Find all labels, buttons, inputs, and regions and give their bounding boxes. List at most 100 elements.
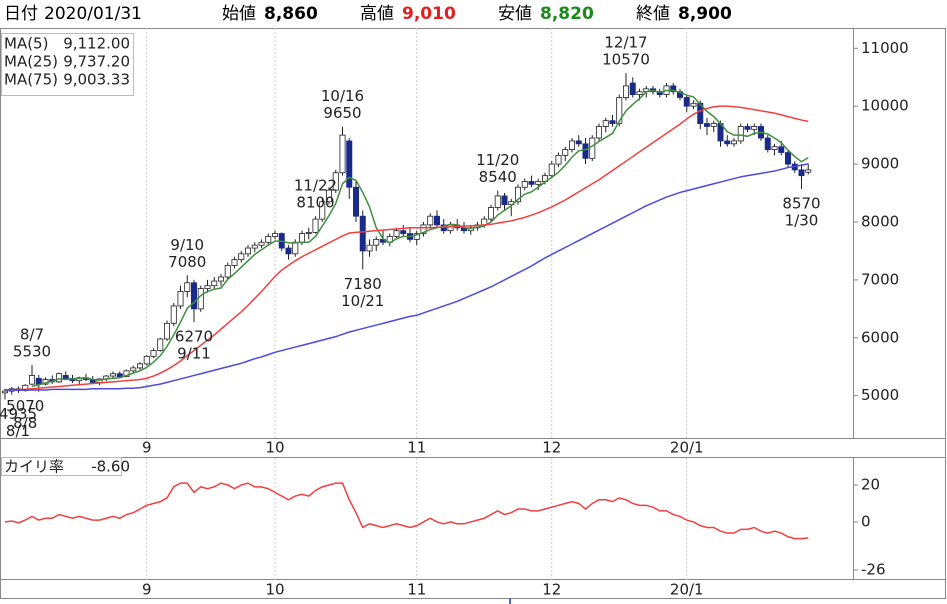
candle-body — [731, 140, 738, 145]
candle-body — [575, 140, 582, 145]
candle-body — [157, 338, 164, 351]
annotation-value: 4935 — [0, 405, 37, 423]
candle-body — [163, 322, 170, 340]
y-tick-label: 8000 — [861, 212, 899, 230]
annotation-value: 7180 — [344, 275, 382, 293]
x-tick-label: 20/1 — [670, 581, 704, 599]
date: 2020/01/31 — [44, 4, 142, 24]
candle-body — [116, 373, 123, 378]
month-row — [0, 579, 946, 599]
candle-body — [332, 172, 339, 191]
plots — [2, 28, 812, 580]
header: 日付 2020/01/31 始値 8,860 高値 9,010 安値 8,820… — [0, 0, 947, 28]
candle-body — [197, 288, 204, 310]
candle-body — [400, 230, 407, 234]
candle-body — [238, 253, 245, 261]
candle-body — [211, 280, 218, 287]
candle-body — [690, 102, 697, 107]
legend-value: -8.60 — [91, 458, 130, 476]
candle-body — [724, 140, 731, 145]
candle-body — [548, 163, 555, 177]
candle-body — [271, 233, 278, 237]
candle-body — [501, 195, 508, 206]
annotation-value: 5530 — [13, 343, 51, 361]
candle-body — [373, 238, 380, 246]
candle-body — [785, 152, 792, 165]
candle-body — [528, 181, 535, 185]
candle-body — [170, 305, 177, 324]
candle-body — [602, 120, 609, 127]
candle-body — [670, 85, 677, 93]
annotation-date: 10/16 — [321, 87, 364, 105]
x-tick-label: 11 — [407, 439, 426, 457]
candle-body — [123, 370, 130, 378]
candle-body — [433, 215, 440, 226]
candle-body — [265, 236, 272, 243]
annotation-date: 11/20 — [476, 151, 519, 169]
x-tick-label: 12 — [542, 581, 561, 599]
candle-body — [251, 244, 258, 249]
candle-body — [487, 207, 494, 220]
candle-body — [312, 218, 319, 233]
candle-body — [555, 155, 562, 165]
candle-body — [359, 215, 366, 252]
candle-body — [697, 102, 704, 124]
y-tick-label: 20 — [861, 475, 880, 493]
annotation-date: 1/30 — [785, 211, 819, 229]
annotation-value: 7080 — [168, 253, 206, 271]
candle-body — [339, 134, 346, 174]
candle-body — [636, 91, 643, 95]
candle-body — [710, 123, 717, 127]
legend-name: MA(75) — [4, 71, 58, 89]
candle-body — [616, 97, 623, 124]
candle-body — [56, 373, 63, 383]
candle-body — [393, 230, 400, 237]
candle-body — [217, 276, 224, 282]
annotation-value: 9650 — [323, 104, 361, 122]
annotation-date: 8/7 — [20, 326, 44, 344]
candle-body — [562, 149, 569, 156]
annotation-date: 10/21 — [341, 292, 384, 310]
candle-body — [751, 126, 758, 130]
candle-body — [35, 377, 42, 385]
candle-body — [150, 350, 157, 357]
annotation-value: 10570 — [602, 51, 650, 69]
candle-body — [683, 97, 690, 107]
candle-body — [494, 195, 501, 208]
x-tick-label: 10 — [265, 439, 284, 457]
candle-body — [244, 247, 251, 255]
annotation-value: 8100 — [296, 194, 334, 212]
candle-body — [352, 186, 359, 217]
date-label: 日付 — [4, 4, 38, 24]
candle-body — [298, 233, 305, 243]
annotation-value: 5070 — [6, 397, 44, 415]
close-value: 8,900 — [678, 4, 732, 24]
high-value: 9,010 — [402, 4, 456, 24]
legend-value: 9,112.00 — [63, 35, 130, 53]
candle-body — [805, 169, 812, 173]
candle-body — [778, 146, 785, 153]
legend-name: MA(5) — [4, 35, 48, 53]
annotation-date: 11/22 — [294, 177, 337, 195]
candle-body — [521, 181, 528, 188]
x-tick-label: 9 — [142, 581, 152, 599]
y-tick-label: 6000 — [861, 328, 899, 346]
legend-value: 9,003.33 — [63, 71, 130, 89]
annotation-date: 8/1 — [6, 422, 30, 440]
legend-value: 9,737.20 — [63, 53, 130, 71]
y-tick-label: 5000 — [861, 386, 899, 404]
candle-body — [292, 241, 299, 255]
candle-body — [110, 373, 117, 377]
candle-body — [62, 375, 69, 379]
series-line — [4, 482, 809, 540]
candle-body — [589, 137, 596, 159]
candle-body — [305, 232, 312, 234]
annotation-date: 9/11 — [177, 345, 211, 363]
candle-body — [771, 146, 778, 151]
annotation-date: 8/8 — [13, 414, 37, 432]
low-value: 8,820 — [540, 4, 594, 24]
candle-body — [582, 143, 589, 159]
candle-body — [596, 126, 603, 139]
candle-body — [346, 140, 353, 188]
